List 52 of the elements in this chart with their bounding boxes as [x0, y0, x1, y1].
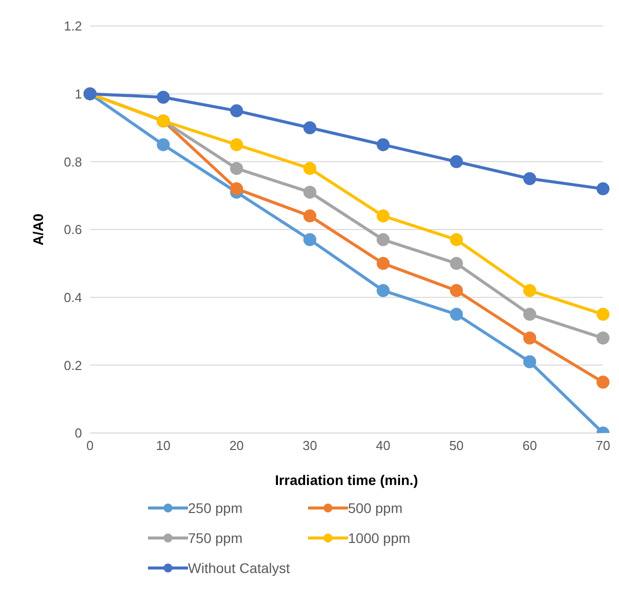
point — [523, 332, 536, 345]
point — [523, 308, 536, 321]
point — [230, 162, 244, 175]
point — [523, 172, 536, 186]
point — [523, 284, 536, 298]
y-tick-label: 1 — [74, 86, 82, 102]
point — [303, 233, 316, 246]
point — [376, 284, 390, 298]
x-tick-label: 60 — [522, 438, 537, 454]
point — [303, 209, 316, 222]
y-tick-label: 0.6 — [64, 222, 82, 238]
point — [450, 308, 463, 321]
x-tick-label: 0 — [86, 438, 94, 454]
legend-label: Without Catalyst — [188, 560, 290, 576]
point — [156, 138, 170, 152]
legend-label: 1000 ppm — [348, 530, 410, 546]
x-tick-label: 40 — [376, 438, 390, 454]
point — [596, 332, 610, 345]
point — [230, 182, 244, 196]
point — [376, 138, 390, 152]
y-tick-label: 0.2 — [64, 358, 82, 373]
y-tick-label: 1.2 — [64, 18, 82, 34]
point — [376, 233, 390, 246]
point — [596, 376, 610, 389]
legend-label: 750 ppm — [188, 530, 242, 546]
point — [376, 209, 390, 222]
point — [376, 256, 390, 270]
x-tick-label: 20 — [229, 438, 244, 454]
x-tick-label: 10 — [156, 438, 171, 454]
y-tick-label: 0.8 — [64, 154, 82, 170]
y-tick-label: 0.4 — [64, 290, 82, 305]
point — [450, 256, 463, 270]
point — [523, 355, 536, 368]
point — [303, 162, 316, 175]
x-tick-label: 50 — [449, 438, 464, 454]
point — [230, 104, 244, 118]
x-tick-label: 30 — [302, 438, 318, 454]
point — [596, 182, 610, 196]
legend-label: 250 ppm — [188, 500, 242, 516]
legend-label: 500 ppm — [348, 500, 402, 516]
point — [156, 90, 170, 104]
x-axis-title: Irradiation time (min.) — [274, 472, 418, 488]
point — [450, 155, 463, 168]
point — [230, 138, 244, 152]
point — [450, 233, 463, 246]
x-tick-label: 70 — [596, 438, 610, 454]
point — [303, 186, 316, 199]
point — [596, 308, 610, 321]
y-tick-label: 0 — [74, 426, 82, 441]
point — [303, 121, 316, 134]
y-axis-title: A/A0 — [30, 213, 46, 246]
point — [450, 284, 463, 298]
